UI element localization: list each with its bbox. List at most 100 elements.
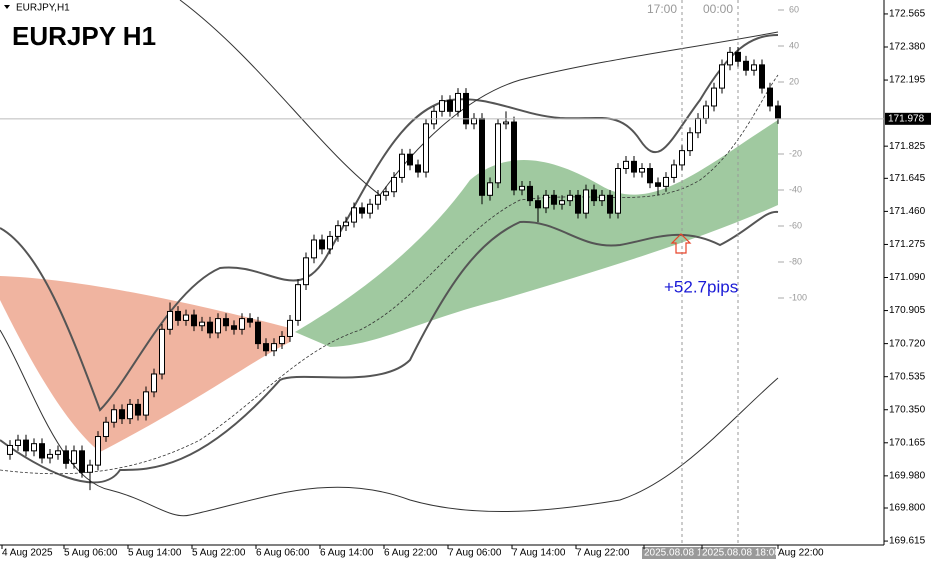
arrow-signal (670, 233, 692, 254)
candle-body (167, 310, 173, 330)
candle-body (687, 132, 693, 152)
candle-body (775, 105, 781, 119)
candle-body (583, 189, 589, 214)
lower-band (0, 210, 779, 484)
session-label: 00:00 (703, 2, 733, 16)
candle-body (663, 176, 669, 187)
x-tick-label: Aug 22:00 (778, 548, 824, 559)
candle-body (215, 318, 221, 334)
chart-title: EURJPY H1 (12, 21, 156, 51)
y-tick-label: 171.275 (889, 239, 926, 250)
oscillator-label: 20 (789, 76, 799, 86)
candle-body (679, 150, 685, 166)
candle-body (479, 117, 485, 196)
candle-body (95, 436, 101, 466)
candle-body (767, 87, 773, 107)
x-tick-label: 4 Aug 2025 (2, 548, 53, 559)
middle-band (0, 74, 779, 475)
candle-body (111, 409, 117, 423)
candle-body (719, 64, 725, 89)
candle-body (535, 200, 541, 209)
outer-upper (179, 0, 779, 196)
candle-body (575, 194, 581, 214)
candle-body (231, 325, 237, 330)
candle-body (591, 189, 597, 202)
candle-body (71, 450, 77, 464)
candle-body (15, 439, 21, 446)
candle-body (551, 194, 557, 205)
oscillator-label: 60 (789, 4, 799, 14)
x-tick-label: 6 Aug 14:00 (320, 548, 374, 559)
upper-band (0, 34, 779, 412)
candle-body (599, 194, 605, 202)
oscillator-label: 40 (789, 40, 799, 50)
candle-body (463, 92, 469, 125)
candle-body (199, 321, 205, 327)
candle-body (31, 443, 37, 452)
candle-body (63, 450, 69, 464)
candle-body (615, 168, 621, 214)
candle-body (239, 318, 245, 330)
y-tick-label: 171.825 (889, 141, 926, 152)
candle-body (47, 453, 53, 459)
candle-body (39, 443, 45, 459)
y-tick-label: 172.380 (889, 42, 926, 53)
oscillator-label: -80 (789, 256, 802, 266)
x-tick-label: 5 Aug 06:00 (64, 548, 118, 559)
candle-body (511, 121, 517, 191)
y-tick-label: 170.165 (889, 437, 926, 448)
candle-body (727, 51, 733, 66)
candle-body (295, 284, 301, 321)
y-tick-label: 172.195 (889, 75, 926, 86)
candle-body (383, 191, 389, 196)
candle-body (263, 343, 269, 352)
y-tick-label: 171.460 (889, 206, 926, 217)
x-tick-label: 5 Aug 22:00 (192, 548, 246, 559)
oscillator-label: -20 (789, 148, 802, 158)
menu-arrow (4, 5, 10, 9)
candle-body (759, 64, 765, 89)
candle-body (359, 207, 365, 214)
candle-body (519, 185, 525, 191)
x-tick-label: 2025.08.08 18:00 (702, 548, 780, 559)
candle-body (223, 318, 229, 327)
candle-body (351, 207, 357, 223)
candle-body (119, 409, 125, 420)
y-tick-label: 170.350 (889, 404, 926, 415)
candles (7, 46, 781, 491)
x-tick-label: 6 Aug 06:00 (256, 548, 310, 559)
cloud-bull (295, 120, 778, 347)
x-label-box (642, 547, 700, 559)
current-price-box (885, 112, 931, 125)
candle-body (391, 176, 397, 193)
candle-body (527, 185, 533, 202)
candle-body (655, 182, 661, 187)
candle-body (279, 335, 285, 345)
candle-body (87, 464, 93, 473)
candle-body (567, 194, 573, 202)
candle-body (255, 321, 261, 345)
candle-body (191, 314, 197, 327)
candle-body (751, 64, 757, 71)
candle-body (175, 310, 181, 321)
candle-body (407, 153, 413, 166)
candle-body (375, 194, 381, 205)
candle-body (303, 257, 309, 286)
candle-body (703, 105, 709, 119)
candle-body (607, 194, 613, 214)
y-tick-label: 170.905 (889, 305, 926, 316)
x-tick-label: 7 Aug 06:00 (448, 548, 502, 559)
y-tick-label: 170.720 (889, 338, 926, 349)
candle-body (367, 203, 373, 214)
annotation: +52.7pips (664, 277, 738, 296)
candle-body (343, 221, 349, 227)
candle-body (559, 200, 565, 205)
session-lines (681, 0, 739, 545)
candle-body (455, 92, 461, 112)
candle-body (735, 51, 741, 62)
candle-body (743, 60, 749, 71)
candle-body (631, 160, 637, 173)
candle-body (7, 444, 13, 455)
y-tick-label: 169.615 (889, 536, 926, 547)
